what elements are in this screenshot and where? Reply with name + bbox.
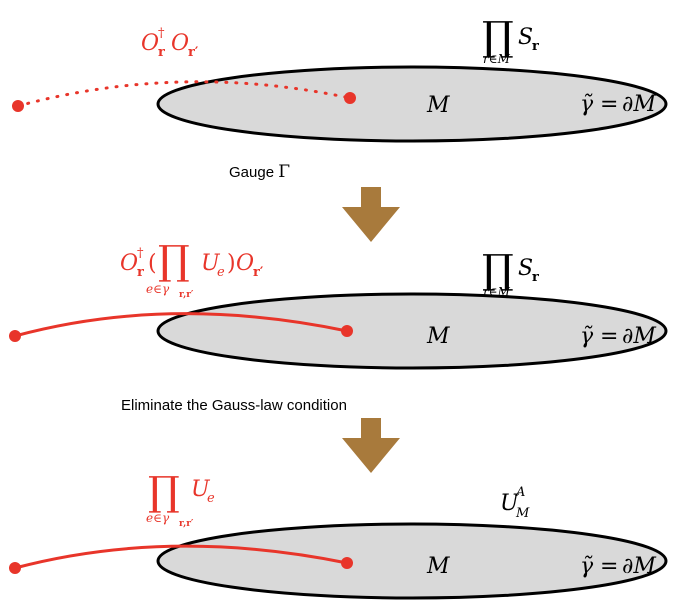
svg-text:O: O (236, 251, 254, 276)
svg-text:r′: r′ (188, 45, 199, 60)
dotted-string (16, 80, 352, 108)
svg-text:=: = (600, 554, 618, 579)
product-label: ∏ S r r∈M (482, 14, 539, 66)
down-arrow-2 (342, 418, 400, 473)
region-ellipse (156, 522, 668, 600)
endpoint-left (12, 100, 24, 112)
region-label: M (426, 93, 450, 118)
svg-text:U: U (191, 477, 211, 502)
svg-text:U: U (500, 491, 520, 516)
svg-text:∂M: ∂M (622, 554, 656, 579)
svg-text:r: r (137, 265, 144, 280)
svg-text:r,r′: r,r′ (179, 290, 194, 300)
svg-text:†: † (137, 246, 144, 261)
svg-text:U: U (201, 251, 221, 276)
svg-text:O: O (120, 251, 138, 276)
unitary-label: U A M (500, 485, 530, 521)
operator-label: O † r O r′ (141, 26, 199, 60)
solid-string (13, 544, 349, 570)
svg-text:∏: ∏ (158, 238, 190, 284)
operator-label: O † r ( ∏ U e ) O r′ e∈γ r,r′ (120, 238, 264, 300)
product-label: ∏ S r r∈M (482, 247, 539, 299)
boundary-label: γ̃ = ∂M (580, 92, 656, 117)
svg-text:r∈M: r∈M (483, 285, 511, 299)
operator-label: ∏ U e e∈γ r,r′ (146, 469, 215, 529)
region-ellipse (156, 292, 668, 370)
endpoint-right (344, 92, 356, 104)
svg-text:r,r′: r,r′ (179, 519, 194, 529)
svg-text:O: O (171, 31, 189, 56)
svg-text:r: r (532, 39, 539, 54)
svg-text:(: ( (148, 251, 157, 276)
svg-text:γ̃: γ̃ (580, 324, 594, 349)
panel-3: M ∏ U e e∈γ r,r′ U A M γ̃ = ∂M (9, 469, 668, 600)
step-1-label: Gauge Γ (229, 162, 290, 182)
panel-1: M O † r O r′ ∏ S r r∈M γ̃ = ∂M (12, 14, 668, 143)
step-2-label: Eliminate the Gauss-law condition (121, 397, 347, 414)
region-ellipse (156, 65, 668, 143)
panel-2: M O † r ( ∏ U e ) O r′ e∈γ r,r′ ∏ S r r∈… (9, 238, 668, 370)
svg-text:e: e (207, 491, 215, 506)
svg-text:=: = (600, 324, 618, 349)
svg-text:∂M: ∂M (622, 92, 656, 117)
svg-text:A: A (515, 485, 525, 500)
endpoint-right (341, 325, 353, 337)
svg-text:∏: ∏ (482, 247, 514, 293)
region-label: M (426, 554, 450, 579)
svg-text:r: r (532, 270, 539, 285)
svg-text:γ̃: γ̃ (580, 554, 594, 579)
svg-text:M: M (515, 506, 530, 521)
svg-text:e: e (217, 265, 225, 280)
svg-text:r′: r′ (253, 265, 264, 280)
svg-text:∂M: ∂M (622, 324, 656, 349)
svg-text:O: O (141, 31, 159, 56)
boundary-label: γ̃ = ∂M (580, 324, 656, 349)
endpoint-left (9, 330, 21, 342)
boundary-label: γ̃ = ∂M (580, 554, 656, 579)
solid-string (13, 312, 349, 338)
svg-text:r: r (158, 45, 165, 60)
region-label: M (426, 324, 450, 349)
svg-text:e∈γ: e∈γ (146, 511, 170, 525)
down-arrow-1 (342, 187, 400, 242)
svg-text:S: S (518, 25, 533, 50)
svg-text:): ) (227, 251, 236, 276)
step-1: Gauge Γ (229, 162, 400, 242)
svg-text:r∈M: r∈M (483, 52, 511, 66)
endpoint-right (341, 557, 353, 569)
svg-text:S: S (518, 256, 533, 281)
svg-text:e∈γ: e∈γ (146, 282, 170, 296)
svg-text:∏: ∏ (482, 14, 514, 60)
svg-text:†: † (158, 26, 165, 41)
svg-text:∏: ∏ (148, 469, 180, 515)
svg-text:=: = (600, 92, 618, 117)
svg-text:γ̃: γ̃ (580, 92, 594, 117)
endpoint-left (9, 562, 21, 574)
step-2: Eliminate the Gauss-law condition (121, 397, 400, 473)
